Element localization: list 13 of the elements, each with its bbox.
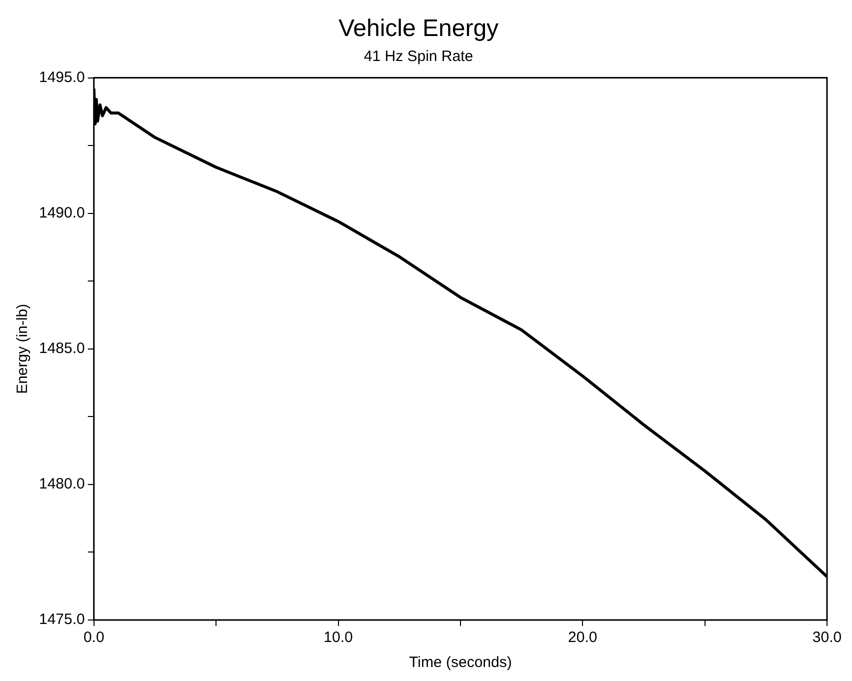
y-tick-label: 1495.0 xyxy=(38,68,85,86)
y-axis-title: Energy (in-lb) xyxy=(14,304,32,394)
x-tick-label: 10.0 xyxy=(324,629,353,646)
x-tick-label: 30.0 xyxy=(812,629,842,646)
chart-subtitle: 41 Hz Spin Rate xyxy=(364,48,474,65)
y-tick-label: 1480.0 xyxy=(38,476,85,493)
x-tick-label: 20.0 xyxy=(568,629,598,646)
x-tick-label: 0.0 xyxy=(83,629,104,646)
chart-title: Vehicle Energy xyxy=(338,15,499,42)
y-tick-label: 1485.0 xyxy=(38,340,85,358)
y-tick-label: 1475.0 xyxy=(38,611,85,628)
y-tick-label: 1490.0 xyxy=(38,204,85,222)
x-axis-title: Time (seconds) xyxy=(409,654,512,672)
